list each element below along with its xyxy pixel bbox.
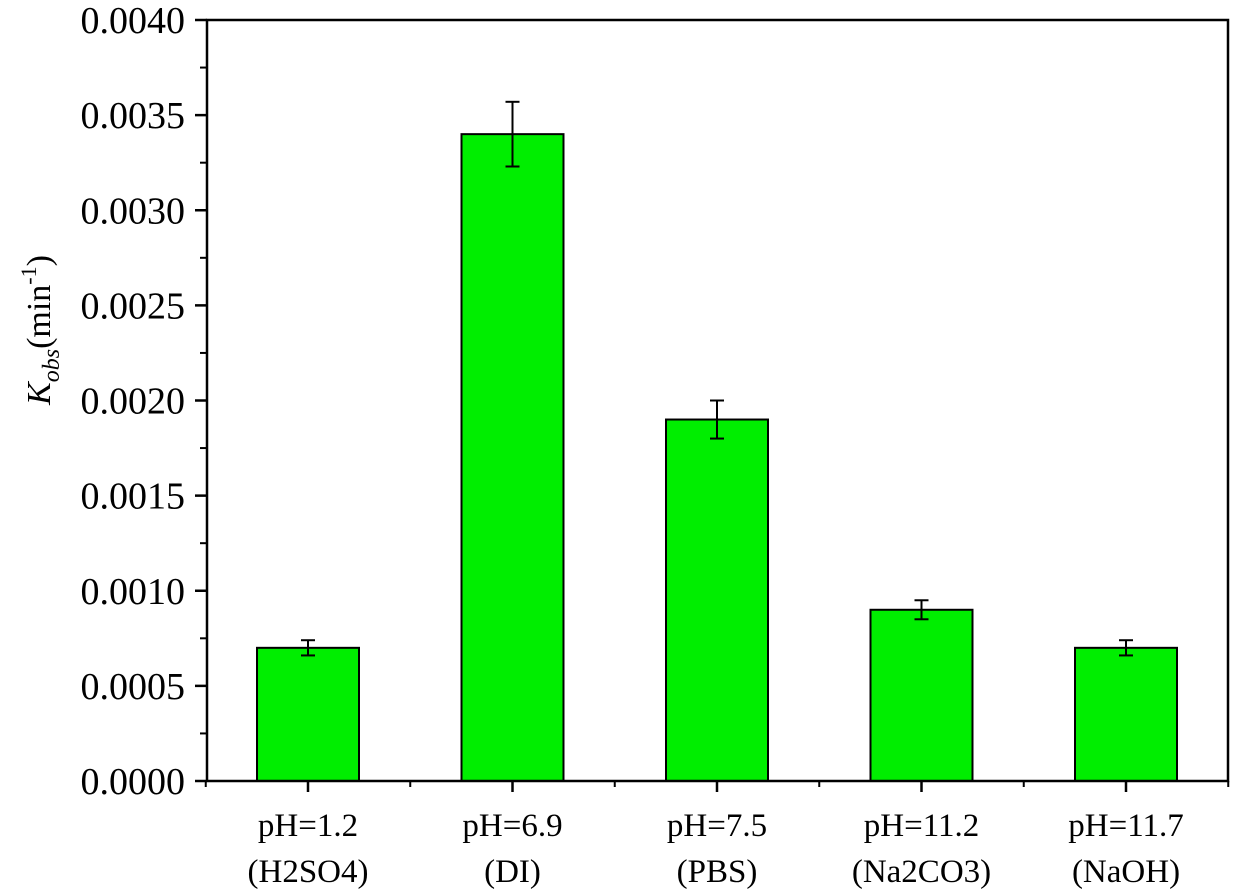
- y-tick-label: 0.0000: [81, 761, 186, 803]
- y-axis-title-main: K: [21, 380, 58, 406]
- y-axis-title-subscript: obs: [39, 349, 65, 382]
- bar: [869, 608, 974, 783]
- x-tick-label: pH=6.9: [462, 808, 562, 844]
- x-tick-sublabel: (DI): [484, 854, 541, 890]
- x-tick-label: pH=7.5: [667, 808, 767, 844]
- y-axis-ticks: 0.0000 0.0005 0.0010 0.0015 0.0020 0.0025 0.00…: [81, 0, 207, 803]
- y-axis-title-superscript: -1: [16, 266, 41, 284]
- x-tick-label: pH=11.7: [1068, 808, 1183, 844]
- x-axis-ticks: pH=1.2 (H2SO4) pH=6.9 (DI) pH=7.5 (PBS) pH=11.…: [204, 781, 1230, 890]
- x-tick-sublabel: (PBS): [677, 854, 758, 890]
- y-axis-title-unit: (min: [21, 285, 58, 349]
- y-tick-label: 0.0010: [81, 571, 186, 613]
- y-axis-title: Kobs(min-1): [16, 255, 65, 406]
- y-tick-label: 0.0020: [81, 381, 186, 423]
- y-tick-label: 0.0035: [81, 95, 186, 137]
- x-tick-label: pH=11.2: [864, 808, 979, 844]
- bar: [460, 133, 565, 782]
- x-tick-sublabel: (Na2CO3): [852, 854, 991, 890]
- bars-group: [256, 133, 1178, 783]
- y-axis-title-close: ): [21, 255, 58, 266]
- y-tick-label: 0.0025: [81, 285, 186, 327]
- x-tick-sublabel: (NaOH): [1072, 854, 1180, 890]
- bar: [256, 646, 360, 783]
- x-tick-sublabel: (H2SO4): [248, 854, 369, 890]
- bar: [665, 418, 769, 782]
- y-tick-label: 0.0015: [81, 476, 186, 518]
- y-tick-label: 0.0030: [81, 190, 186, 232]
- y-tick-label: 0.0040: [81, 0, 186, 42]
- error-bars-group: [301, 100, 1133, 657]
- x-tick-label: pH=1.2: [258, 808, 358, 844]
- bar: [1074, 646, 1178, 783]
- y-tick-label: 0.0005: [81, 666, 186, 708]
